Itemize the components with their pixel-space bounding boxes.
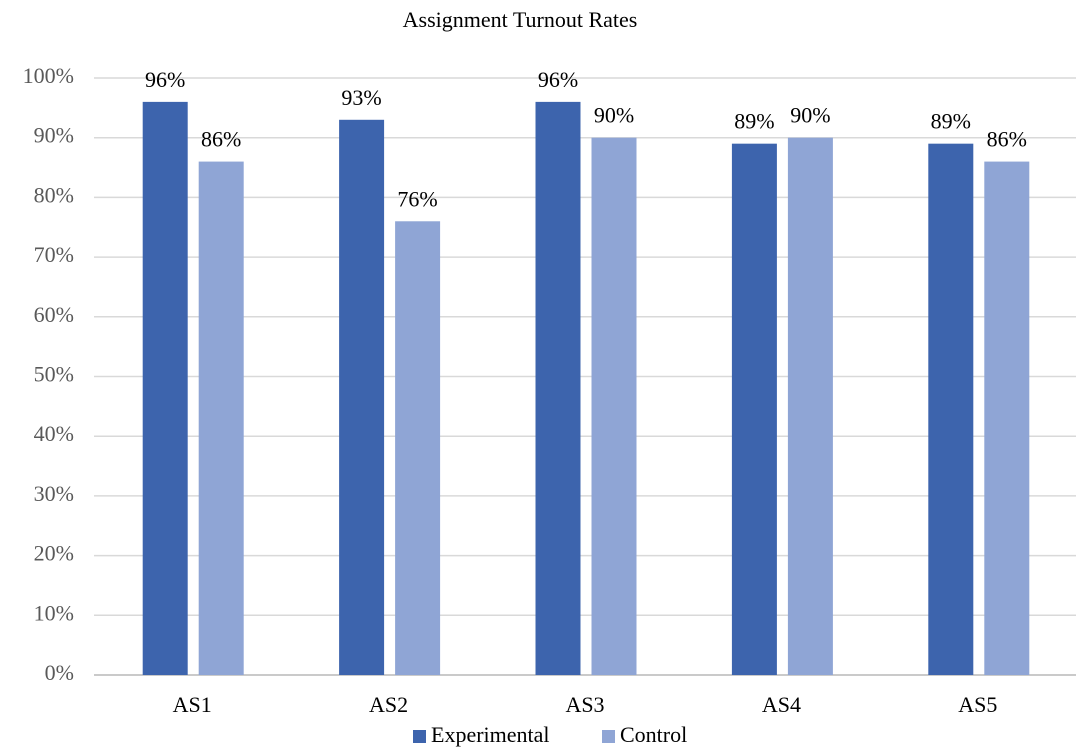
y-tick-label: 20% xyxy=(34,541,74,566)
x-tick-label: AS3 xyxy=(565,692,604,717)
y-tick-label: 50% xyxy=(34,362,74,387)
bar xyxy=(339,119,385,676)
data-label: 90% xyxy=(594,103,634,128)
data-label: 89% xyxy=(734,109,774,134)
bar xyxy=(928,143,974,676)
y-tick-label: 10% xyxy=(34,600,74,625)
y-tick-label: 70% xyxy=(34,242,74,267)
x-tick-label: AS4 xyxy=(762,692,801,717)
data-label: 96% xyxy=(145,67,185,92)
bar xyxy=(142,101,188,675)
data-label: 86% xyxy=(201,127,241,152)
legend-label: Control xyxy=(620,722,687,747)
legend-swatch xyxy=(602,730,615,743)
data-label: 86% xyxy=(987,127,1027,152)
data-label: 76% xyxy=(397,186,437,211)
data-label: 89% xyxy=(931,109,971,134)
legend-swatch xyxy=(413,730,426,743)
y-tick-label: 80% xyxy=(34,182,74,207)
data-label: 93% xyxy=(341,85,381,110)
legend-label: Experimental xyxy=(431,722,550,747)
y-tick-label: 40% xyxy=(34,421,74,446)
bar xyxy=(984,161,1030,675)
data-label: 96% xyxy=(538,67,578,92)
bar xyxy=(395,221,441,675)
x-tick-label: AS2 xyxy=(369,692,408,717)
bar xyxy=(198,161,244,675)
x-tick-label: AS1 xyxy=(173,692,212,717)
x-tick-label: AS5 xyxy=(958,692,997,717)
bar xyxy=(787,137,833,675)
data-label: 90% xyxy=(790,103,830,128)
y-tick-label: 90% xyxy=(34,123,74,148)
y-tick-label: 30% xyxy=(34,481,74,506)
y-tick-label: 60% xyxy=(34,302,74,327)
bar xyxy=(591,137,637,675)
bar xyxy=(731,143,777,676)
chart-title: Assignment Turnout Rates xyxy=(403,7,638,32)
bar xyxy=(535,101,581,675)
y-tick-label: 100% xyxy=(23,63,74,88)
y-tick-label: 0% xyxy=(45,660,74,685)
